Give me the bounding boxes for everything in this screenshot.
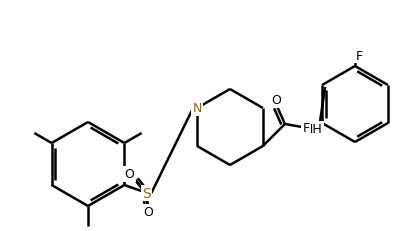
- Text: S: S: [142, 186, 151, 200]
- Text: O: O: [124, 168, 134, 181]
- Text: O: O: [271, 94, 281, 107]
- Text: NH: NH: [304, 123, 322, 136]
- Text: F: F: [303, 121, 310, 134]
- Text: F: F: [355, 49, 362, 62]
- Text: O: O: [144, 206, 153, 219]
- Text: N: N: [192, 102, 202, 115]
